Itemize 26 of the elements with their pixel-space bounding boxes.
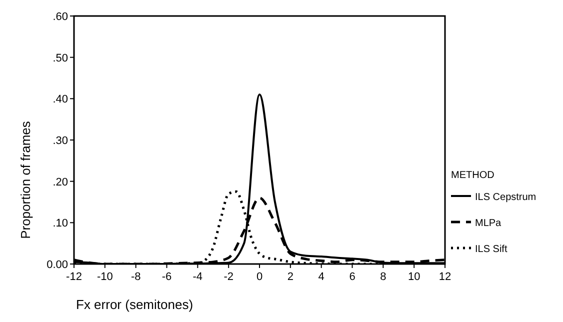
x-tick-label: 8 (380, 271, 386, 283)
legend-label: MLPa (475, 218, 502, 229)
x-tick-label: 2 (287, 271, 294, 283)
x-axis-title: Fx error (semitones) (76, 297, 194, 312)
x-tick-label: -6 (162, 271, 172, 283)
x-tick-label: -8 (130, 271, 141, 283)
y-tick-label: .60 (52, 11, 68, 23)
y-tick-label: .20 (52, 176, 68, 188)
x-tick-label: -10 (96, 271, 113, 283)
legend-title: METHOD (451, 170, 494, 181)
y-tick-label: .50 (52, 52, 68, 64)
x-tick-label: -12 (66, 271, 82, 283)
y-axis-title: Proportion of frames (18, 120, 33, 239)
x-tick-label: -4 (192, 271, 203, 283)
x-tick-label: 4 (318, 271, 324, 283)
legend-label: ILS Sift (475, 244, 508, 255)
x-tick-label: -2 (224, 271, 234, 283)
x-tick-label: 0 (256, 271, 263, 283)
y-tick-label: 0.00 (46, 259, 68, 271)
x-tick-label: 10 (408, 271, 420, 283)
legend-label: ILS Cepstrum (475, 192, 536, 203)
x-tick-label: 12 (438, 271, 452, 283)
y-tick-label: .30 (52, 135, 68, 147)
y-tick-label: .10 (52, 218, 68, 230)
x-tick-label: 6 (349, 271, 356, 283)
y-tick-label: .40 (52, 94, 68, 106)
